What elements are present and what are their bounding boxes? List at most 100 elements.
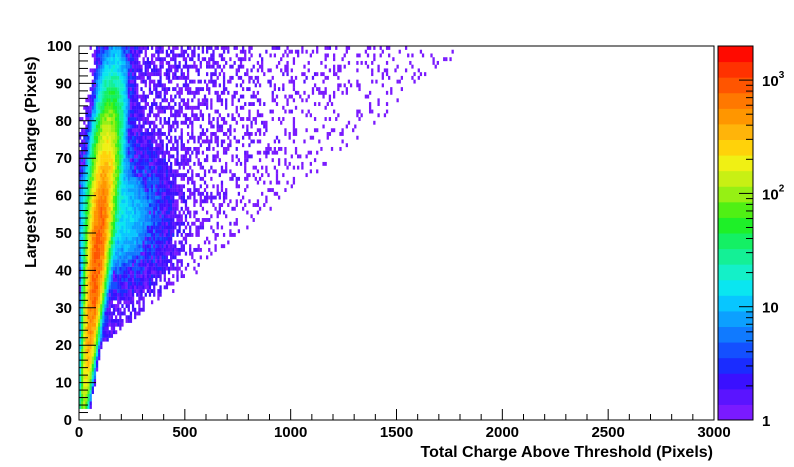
- heatmap-cell: [210, 102, 213, 106]
- heatmap-cell: [138, 311, 141, 316]
- heatmap-cell: [214, 195, 217, 200]
- heatmap-cell: [85, 128, 88, 133]
- heatmap-cell: [112, 120, 116, 125]
- heatmap-cell: [93, 255, 97, 260]
- heatmap-cell: [79, 255, 82, 260]
- heatmap-cell: [201, 191, 205, 196]
- heatmap-cell: [121, 154, 124, 159]
- heatmap-cell: [95, 46, 99, 50]
- heatmap-cell: [163, 176, 166, 181]
- heatmap-cell: [123, 277, 126, 282]
- heatmap-cell: [100, 259, 103, 264]
- heatmap-cell: [269, 83, 272, 88]
- heatmap-cell: [129, 57, 133, 62]
- heatmap-cell: [114, 262, 118, 267]
- heatmap-cell: [199, 225, 202, 230]
- heatmap-cell: [210, 225, 213, 230]
- heatmap-cell: [146, 229, 149, 234]
- heatmap-cell: [199, 60, 202, 65]
- heatmap-cell: [134, 176, 137, 181]
- heatmap-cell: [79, 352, 82, 357]
- heatmap-cell: [186, 176, 190, 181]
- heatmap-cell: [110, 68, 114, 73]
- heatmap-cell: [326, 53, 329, 58]
- heatmap-cell: [180, 184, 183, 189]
- heatmap-cell: [339, 64, 342, 69]
- heatmap-cell: [79, 300, 82, 305]
- heatmap-cell: [199, 143, 202, 148]
- heatmap-cell: [288, 161, 291, 166]
- heatmap-cell: [102, 165, 105, 170]
- heatmap-cell: [153, 259, 156, 264]
- heatmap-cell: [218, 158, 221, 163]
- heatmap-cell: [318, 87, 321, 92]
- heatmap-cell: [354, 124, 357, 129]
- heatmap-cell: [121, 225, 124, 230]
- heatmap-cell: [98, 274, 101, 279]
- heatmap-cell: [180, 191, 183, 196]
- heatmap-cell: [186, 150, 190, 155]
- heatmap-cell: [140, 244, 143, 249]
- heatmap-cell: [258, 53, 262, 58]
- heatmap-cell: [216, 90, 219, 95]
- heatmap-cell: [134, 247, 137, 252]
- heatmap-cell: [316, 169, 319, 174]
- heatmap-cell: [269, 146, 272, 151]
- heatmap-cell: [123, 218, 126, 222]
- heatmap-cell: [87, 405, 90, 409]
- heatmap-cell: [368, 102, 372, 106]
- heatmap-cell: [89, 117, 92, 121]
- heatmap-cell: [138, 247, 141, 252]
- heatmap-cell: [131, 300, 135, 305]
- heatmap-cell: [286, 46, 289, 50]
- heatmap-cell: [125, 143, 128, 148]
- heatmap-cell: [87, 203, 90, 207]
- heatmap-cell: [210, 120, 213, 125]
- heatmap-cell: [176, 83, 179, 88]
- heatmap-cell: [153, 146, 156, 151]
- heatmap-cell: [110, 296, 114, 301]
- heatmap-cell: [163, 94, 166, 99]
- heatmap-cell: [85, 180, 88, 185]
- heatmap-cell: [178, 165, 181, 170]
- heatmap-cell: [189, 87, 192, 92]
- heatmap-cell: [127, 132, 130, 136]
- heatmap-cell: [87, 319, 90, 323]
- heatmap-cell: [110, 72, 114, 77]
- heatmap-cell: [144, 60, 147, 65]
- heatmap-cell: [282, 72, 285, 77]
- heatmap-cell: [195, 90, 198, 95]
- heatmap-cell: [108, 60, 111, 65]
- heatmap-cell: [114, 319, 118, 323]
- heatmap-cell: [100, 262, 103, 267]
- heatmap-cell: [203, 199, 207, 204]
- heatmap-cell: [339, 68, 342, 73]
- heatmap-cell: [235, 53, 238, 58]
- heatmap-cell: [182, 120, 185, 125]
- heatmap-cell: [125, 240, 128, 245]
- heatmap-cell: [233, 173, 236, 178]
- heatmap-cell: [123, 206, 126, 211]
- heatmap-cell: [176, 113, 179, 118]
- heatmap-cell: [134, 169, 137, 174]
- heatmap-cell: [95, 270, 99, 275]
- heatmap-cell: [165, 90, 169, 95]
- heatmap-cell: [159, 266, 162, 271]
- heatmap-cell: [81, 274, 84, 279]
- heatmap-cell: [95, 146, 99, 151]
- heatmap-cell: [180, 105, 183, 110]
- heatmap-cell: [119, 53, 122, 58]
- heatmap-cell: [117, 203, 120, 207]
- heatmap-cell: [100, 57, 103, 62]
- heatmap-cell: [102, 296, 105, 301]
- heatmap-cell: [112, 251, 116, 256]
- heatmap-cell: [155, 57, 158, 62]
- heatmap-cell: [199, 124, 202, 129]
- heatmap-cell: [131, 98, 135, 103]
- heatmap-cell: [98, 296, 101, 301]
- heatmap-cell: [123, 233, 126, 237]
- heatmap-cell: [121, 240, 124, 245]
- heatmap-cell: [83, 199, 86, 204]
- heatmap-cell: [134, 90, 137, 95]
- heatmap-cell: [110, 150, 114, 155]
